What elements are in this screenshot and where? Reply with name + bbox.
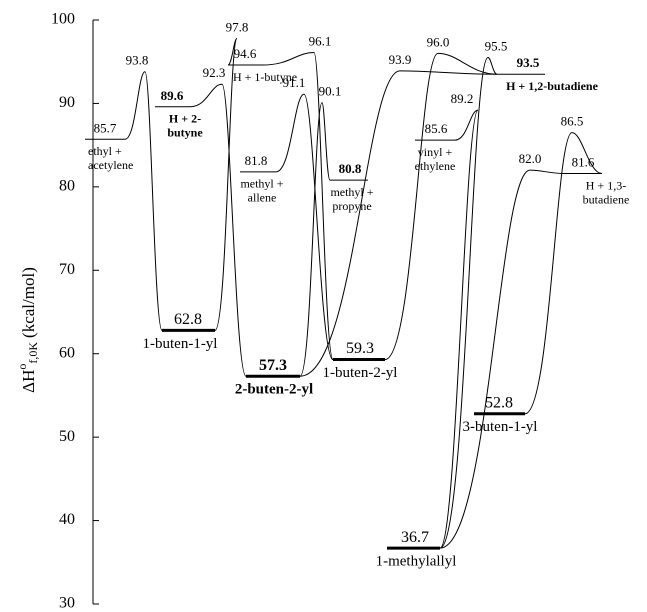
ts-value: 91.1 <box>283 75 306 90</box>
level-value: 36.7 <box>401 529 429 546</box>
level-value: 81.6 <box>572 154 595 169</box>
level-value: 89.6 <box>161 88 184 103</box>
y-tick-label: 30 <box>59 595 75 612</box>
reaction-path <box>439 57 498 549</box>
level-label: 2-buten-2-yl <box>235 382 313 398</box>
level-value: 80.8 <box>339 161 362 176</box>
level-label: 3-buten-1-yl <box>463 419 538 435</box>
level-label: 1-methylallyl <box>376 554 457 570</box>
y-tick-label: 40 <box>59 511 75 528</box>
level-value: 85.6 <box>425 121 448 136</box>
level-label: H + 1,2-butadiene <box>506 79 599 93</box>
level-label: methyl + <box>330 185 373 199</box>
level-value: 93.5 <box>517 55 540 70</box>
ts-value: 92.3 <box>203 65 226 80</box>
level-value: 94.6 <box>234 46 257 61</box>
level-label: H + 1,3- <box>586 178 626 192</box>
ts-value: 93.9 <box>389 52 412 67</box>
level-label: 1-buten-2-yl <box>323 365 398 381</box>
y-tick-label: 90 <box>59 94 75 111</box>
level-value: 59.3 <box>346 340 374 357</box>
level-label: acetylene <box>88 158 133 172</box>
reaction-path <box>214 37 238 331</box>
y-label-main: ΔH <box>19 370 38 393</box>
reaction-path <box>524 132 603 415</box>
ts-value: 95.5 <box>485 39 508 54</box>
level-value: 81.8 <box>245 153 268 168</box>
level-label: ethylene <box>415 159 456 173</box>
y-label-sup: o <box>15 364 29 370</box>
level-label: allene <box>248 191 277 205</box>
y-label-unit: (kcal/mol) <box>19 267 38 338</box>
reaction-path <box>439 109 479 549</box>
reaction-path <box>299 102 331 377</box>
level-label: methyl + <box>240 177 283 191</box>
y-label-sub: f,0K <box>26 342 40 364</box>
reaction-path <box>299 70 498 377</box>
level-value: 85.7 <box>94 120 117 135</box>
level-value: 62.8 <box>174 311 202 328</box>
level-label: 1-buten-1-yl <box>143 336 218 352</box>
y-tick-label: 100 <box>51 11 75 28</box>
reaction-path <box>124 71 163 331</box>
ts-value: 97.8 <box>226 19 249 34</box>
ts-value: 90.1 <box>319 84 342 99</box>
ts-value: 96.1 <box>309 34 332 49</box>
y-tick-label: 70 <box>59 261 75 278</box>
ts-value: 89.2 <box>451 91 474 106</box>
level-label: vinyl + <box>418 145 453 159</box>
reaction-path <box>439 169 566 549</box>
level-value: 52.8 <box>485 394 513 411</box>
ts-value: 86.5 <box>561 114 584 129</box>
ts-value: 82.0 <box>519 151 542 166</box>
level-label: butyne <box>167 126 203 140</box>
level-label: H + 2- <box>169 112 201 126</box>
reaction-path <box>261 52 334 361</box>
reaction-path <box>275 93 334 361</box>
level-label: H + 1-butyne <box>233 70 297 84</box>
level-label: propyne <box>332 199 371 213</box>
level-label: ethyl + <box>88 144 122 158</box>
y-tick-label: 50 <box>59 428 75 445</box>
ts-value: 93.8 <box>126 53 149 68</box>
level-value: 57.3 <box>259 357 287 374</box>
ts-value: 96.0 <box>427 34 450 49</box>
level-label: butadiene <box>583 192 630 206</box>
y-axis-title: ΔHof,0K (kcal/mol) <box>15 267 40 393</box>
y-tick-label: 60 <box>59 344 75 361</box>
reaction-path <box>189 83 247 377</box>
y-tick-label: 80 <box>59 178 75 195</box>
reaction-path <box>384 52 498 361</box>
